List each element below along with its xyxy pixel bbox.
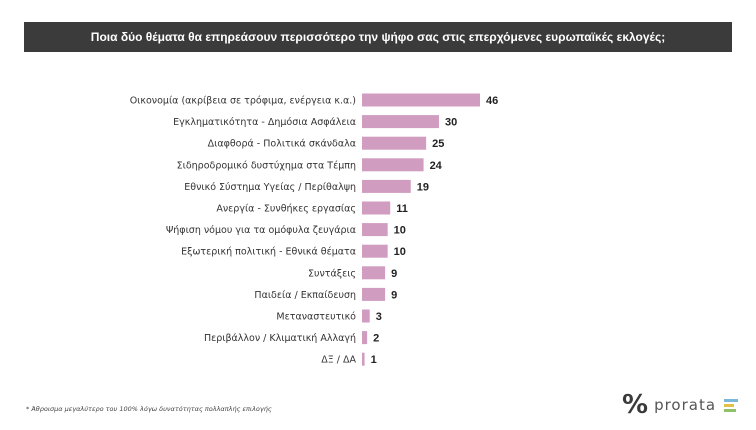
value-label: 3 bbox=[376, 311, 382, 323]
category-label: Διαφθορά - Πολιτικά σκάνδαλα bbox=[208, 139, 356, 150]
brand-bar-1 bbox=[724, 398, 739, 402]
category-label: Ψήφιση νόμου για τα ομόφυλα ζευγάρια bbox=[166, 225, 356, 236]
category-label: Περιβάλλον / Κλιματική Αλλαγή bbox=[204, 333, 356, 344]
footnote: * Άθροισμα μεγαλύτερο του 100% λόγω δυνα… bbox=[26, 405, 272, 413]
value-label: 25 bbox=[432, 138, 444, 150]
bar bbox=[362, 136, 427, 150]
value-label: 11 bbox=[396, 203, 408, 215]
bar bbox=[362, 93, 480, 107]
value-label: 9 bbox=[391, 289, 397, 301]
category-label: Ανεργία - Συνθήκες εργασίας bbox=[216, 204, 356, 215]
chart-title: Ποια δύο θέματα θα επηρεάσουν περισσότερ… bbox=[90, 30, 666, 44]
bar bbox=[362, 158, 424, 172]
bar bbox=[362, 244, 388, 258]
percent-logo-icon: % bbox=[622, 390, 649, 420]
value-label: 10 bbox=[394, 246, 406, 258]
brand-bar-3 bbox=[724, 408, 737, 412]
bar bbox=[362, 115, 439, 129]
bar bbox=[362, 201, 391, 215]
chart-title-bar: Ποια δύο θέματα θα επηρεάσουν περισσότερ… bbox=[24, 22, 732, 52]
bar bbox=[362, 287, 386, 301]
brand-bar-2 bbox=[724, 403, 735, 407]
category-label: Εξωτερική πολιτική - Εθνικά θέματα bbox=[181, 247, 356, 258]
bar bbox=[362, 266, 386, 280]
category-label: Οικονομία (ακρίβεια σε τρόφιμα, ενέργεια… bbox=[130, 96, 356, 107]
brand-name: prorata bbox=[654, 396, 717, 414]
prorata-logo: % prorata bbox=[622, 390, 739, 420]
value-label: 10 bbox=[394, 225, 406, 237]
bar bbox=[362, 352, 365, 366]
category-label: Μεταναστευτικό bbox=[276, 312, 356, 323]
value-label: 1 bbox=[371, 354, 377, 366]
value-label: 24 bbox=[430, 160, 443, 172]
brand-bars-icon bbox=[724, 398, 739, 412]
value-label: 30 bbox=[445, 117, 457, 129]
category-label: Σιδηροδρομικό δυστύχημα στα Τέμπη bbox=[177, 160, 356, 171]
bar bbox=[362, 309, 370, 323]
bar bbox=[362, 223, 388, 237]
category-label: ΔΞ / ΔΑ bbox=[321, 355, 356, 366]
value-label: 19 bbox=[417, 181, 429, 193]
category-label: Παιδεία / Εκπαίδευση bbox=[254, 290, 356, 301]
value-label: 2 bbox=[373, 333, 379, 345]
category-label: Συντάξεις bbox=[308, 268, 356, 279]
bar bbox=[362, 179, 411, 193]
category-label: Εθνικό Σύστημα Υγείας / Περίθαλψη bbox=[184, 182, 356, 193]
value-label: 46 bbox=[486, 95, 498, 107]
value-label: 9 bbox=[391, 268, 397, 280]
category-label: Εγκληματικότητα - Δημόσια Ασφάλεια bbox=[173, 117, 356, 128]
bar bbox=[362, 331, 368, 345]
